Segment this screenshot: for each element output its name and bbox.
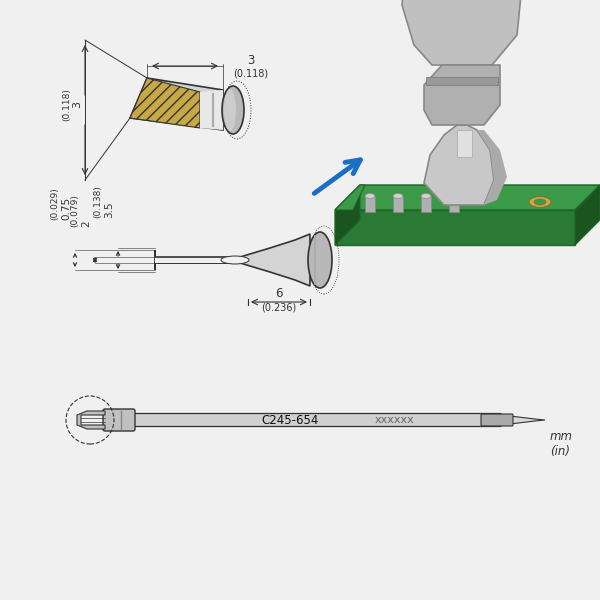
Ellipse shape [393,193,403,199]
Polygon shape [130,78,200,128]
Polygon shape [77,411,105,429]
Polygon shape [510,416,545,424]
Polygon shape [335,185,600,210]
Polygon shape [393,196,403,212]
Ellipse shape [222,86,244,134]
Polygon shape [365,196,375,212]
Ellipse shape [449,193,459,199]
FancyBboxPatch shape [128,413,502,427]
Polygon shape [477,130,507,205]
Text: 2: 2 [81,220,91,227]
Polygon shape [457,130,472,157]
Polygon shape [335,185,360,245]
Ellipse shape [529,196,551,208]
Ellipse shape [421,193,431,199]
Polygon shape [424,125,494,205]
Polygon shape [575,185,600,245]
Polygon shape [449,196,459,212]
Ellipse shape [534,199,546,205]
Text: xxxxxx: xxxxxx [375,415,415,425]
Text: (0.029): (0.029) [50,187,59,220]
Text: (0.236): (0.236) [262,302,296,312]
Ellipse shape [224,89,236,131]
FancyBboxPatch shape [481,414,513,426]
Text: 6: 6 [275,287,283,300]
Ellipse shape [308,232,332,288]
Text: (0.079): (0.079) [71,194,79,227]
Text: 3.5: 3.5 [104,202,114,218]
Text: (0.118): (0.118) [62,89,71,121]
Text: C245-654: C245-654 [262,413,319,427]
Polygon shape [130,78,223,130]
Text: 0.75: 0.75 [61,197,71,220]
Ellipse shape [365,193,375,199]
Polygon shape [421,196,431,212]
Text: 3: 3 [247,54,254,67]
Text: (0.138): (0.138) [94,185,103,218]
Text: 3: 3 [72,101,82,109]
Ellipse shape [221,256,249,264]
Polygon shape [200,90,223,130]
Polygon shape [426,77,498,85]
Polygon shape [335,185,365,210]
Polygon shape [402,0,522,65]
Text: (0.118): (0.118) [233,68,269,78]
Polygon shape [424,65,500,125]
FancyBboxPatch shape [103,409,135,431]
Polygon shape [335,210,575,245]
Polygon shape [155,234,310,286]
Polygon shape [155,257,240,263]
Text: mm
(in): mm (in) [550,430,573,458]
